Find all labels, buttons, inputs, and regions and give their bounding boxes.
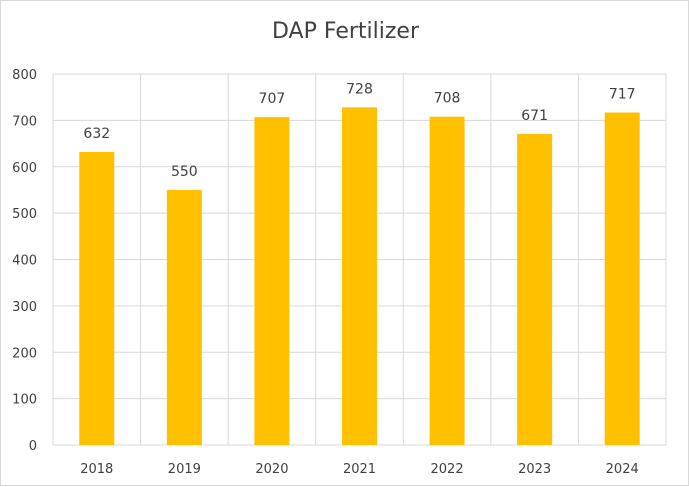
bar-2019 [166, 189, 202, 445]
x-tick-label-2020: 2020 [255, 462, 288, 477]
y-tick-label: 200 [12, 346, 37, 361]
y-tick-label: 800 [12, 68, 37, 83]
bar-2020 [254, 117, 290, 445]
y-tick-label: 400 [12, 254, 37, 269]
data-label-2018: 632 [83, 126, 110, 142]
bar-2018 [79, 151, 115, 445]
bar-2022 [429, 116, 465, 445]
y-tick-label: 500 [12, 207, 37, 222]
chart-title: DAP Fertilizer [272, 19, 419, 44]
bar-2021 [342, 107, 377, 445]
bar-2024 [604, 112, 640, 446]
data-label-2021: 728 [346, 81, 373, 97]
data-label-2020: 707 [259, 91, 286, 107]
data-label-2024: 717 [609, 86, 636, 102]
data-label-2019: 550 [171, 164, 198, 180]
x-tick-label-2018: 2018 [80, 462, 113, 477]
data-label-2023: 671 [521, 108, 548, 124]
x-tick-label-2024: 2024 [606, 462, 639, 477]
y-tick-label: 100 [12, 393, 37, 408]
data-label-2022: 708 [434, 91, 461, 107]
y-tick-label: 700 [12, 114, 37, 129]
x-tick-label-2023: 2023 [518, 462, 551, 477]
bar-2023 [517, 133, 553, 446]
y-tick-label: 600 [12, 161, 37, 176]
x-tick-label-2019: 2019 [168, 462, 201, 477]
x-tick-label-2021: 2021 [343, 462, 376, 477]
y-tick-label: 0 [29, 439, 37, 454]
y-tick-label: 300 [12, 300, 37, 315]
x-tick-label-2022: 2022 [431, 462, 464, 477]
